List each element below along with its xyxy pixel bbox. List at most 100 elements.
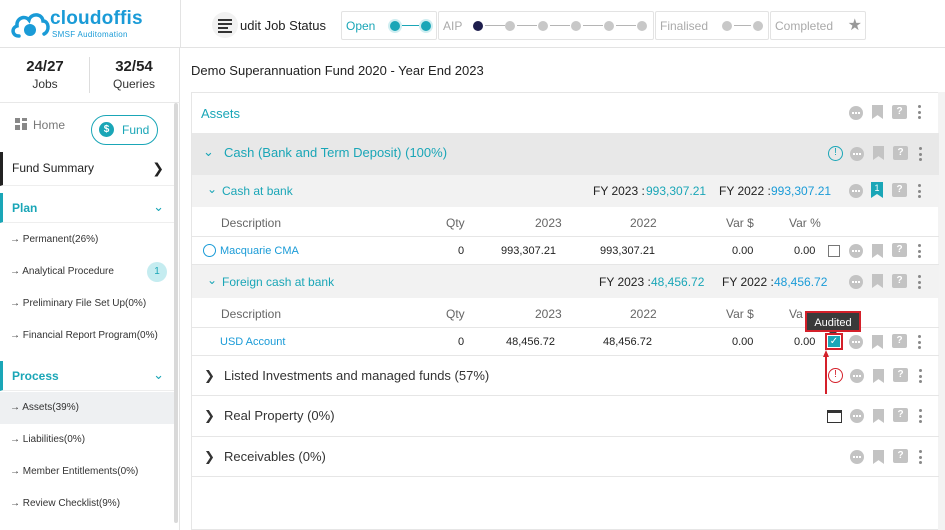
more-options-icon[interactable]: [919, 450, 923, 464]
more-options-icon[interactable]: [918, 244, 922, 258]
nav-item-label: → Liabilities(0%): [10, 434, 86, 445]
group-receivables[interactable]: ❯ Receivables (0%) ?: [192, 437, 939, 477]
section-plan[interactable]: Plan ⌄: [0, 193, 174, 223]
more-options-icon[interactable]: [918, 184, 922, 198]
subgroup-title: Foreign cash at bank: [222, 275, 335, 289]
menu-button[interactable]: [212, 12, 238, 38]
col-var-dollar: Var $: [726, 216, 754, 230]
comment-icon[interactable]: [850, 147, 864, 161]
stage-connector: [583, 25, 603, 26]
nav-item-financial-report[interactable]: → Financial Report Program(0%): [0, 320, 174, 352]
nav-item-assets[interactable]: → Assets(39%): [0, 392, 174, 424]
group-listed-investments[interactable]: ❯ Listed Investments and managed funds (…: [192, 356, 939, 396]
audited-tooltip: Audited: [805, 311, 861, 332]
group-title: Listed Investments and managed funds (57…: [224, 368, 490, 383]
bookmark-icon[interactable]: [873, 146, 884, 160]
more-options-icon[interactable]: [918, 335, 922, 349]
query-icon[interactable]: ?: [892, 183, 907, 197]
table-header: Description Qty 2023 2022 Var $ Va: [192, 298, 939, 328]
fy2022-label: FY 2022 :: [719, 184, 771, 198]
bookmark-icon[interactable]: [872, 244, 883, 258]
subgroup-cash-at-bank[interactable]: ⌄ Cash at bank FY 2023 : 993,307.21 FY 2…: [192, 175, 939, 207]
clock-status-icon[interactable]: !: [828, 146, 843, 161]
audit-checkbox-checked[interactable]: ✓: [825, 333, 843, 350]
comment-icon[interactable]: [849, 275, 863, 289]
nav-item-review-checklist[interactable]: → Review Checklist(9%): [0, 488, 174, 520]
bookmark-icon[interactable]: [872, 274, 883, 288]
assets-panel: Assets ? ⌄ Cash (Bank and Term Deposit) …: [191, 92, 939, 530]
dashboard-icon: [15, 118, 27, 130]
comment-icon[interactable]: [850, 409, 864, 423]
subgroup-title: Cash at bank: [222, 184, 293, 198]
section-process[interactable]: Process ⌄: [0, 361, 174, 391]
comment-icon[interactable]: [850, 450, 864, 464]
tab-fund[interactable]: $ Fund: [91, 115, 158, 145]
bookmark-icon[interactable]: [873, 409, 884, 423]
calendar-table-icon[interactable]: [827, 410, 842, 423]
bookmark-icon[interactable]: [872, 105, 883, 119]
stage-step-dot: [538, 21, 548, 31]
tab-home[interactable]: Home: [15, 118, 65, 132]
stage-step-dot: [421, 21, 431, 31]
stage-step-dot: [390, 21, 400, 31]
nav-item-member-entitlements[interactable]: → Member Entitlements(0%): [0, 456, 174, 488]
group-real-property[interactable]: ❯ Real Property (0%) ?: [192, 396, 939, 437]
col-2022: 2022: [630, 307, 657, 321]
sidebar-scrollbar[interactable]: [174, 103, 178, 523]
nav-item-preliminary-file[interactable]: → Preliminary File Set Up(0%): [0, 288, 174, 320]
nav-item-analytical-procedure[interactable]: → Analytical Procedure 1: [0, 256, 174, 288]
fund-summary-link[interactable]: Fund Summary ❯: [0, 152, 174, 186]
comment-icon[interactable]: [849, 244, 863, 258]
stage-completed[interactable]: Completed ★: [770, 11, 866, 40]
query-icon[interactable]: ?: [892, 334, 907, 348]
section-title: Assets: [201, 106, 241, 121]
row-description-link[interactable]: Macquarie CMA: [220, 245, 299, 257]
jobs-count[interactable]: 24/27 Jobs: [5, 58, 85, 91]
logo[interactable]: cloudoffis SMSF Auditomation: [10, 6, 180, 42]
query-icon[interactable]: ?: [892, 105, 907, 119]
subgroup-foreign-cash[interactable]: ⌄ Foreign cash at bank FY 2023 : 48,456.…: [192, 265, 939, 298]
group-title: Cash (Bank and Term Deposit) (100%): [224, 145, 448, 160]
comment-icon[interactable]: [850, 369, 864, 383]
stage-aip[interactable]: AIP: [438, 11, 654, 40]
query-icon[interactable]: ?: [892, 274, 907, 288]
queries-count[interactable]: 32/54 Queries: [94, 58, 174, 91]
query-icon[interactable]: ?: [893, 408, 908, 422]
panel-scrollbar[interactable]: [938, 92, 945, 530]
more-options-icon[interactable]: [918, 105, 922, 119]
more-options-icon[interactable]: [919, 409, 923, 423]
row-var-dollar: 0.00: [732, 336, 754, 348]
query-icon[interactable]: ?: [893, 368, 908, 382]
info-circle-icon[interactable]: [203, 244, 216, 257]
query-icon[interactable]: ?: [892, 243, 907, 257]
more-options-icon[interactable]: [919, 369, 923, 383]
stage-connector: [485, 25, 505, 26]
query-icon[interactable]: ?: [893, 449, 908, 463]
col-var-dollar: Var $: [726, 307, 754, 321]
row-2023: 48,456.72: [506, 336, 555, 348]
group-cash[interactable]: ⌄ Cash (Bank and Term Deposit) (100%) ! …: [192, 133, 939, 175]
bookmark-count-icon[interactable]: 1: [871, 182, 883, 198]
audit-checkbox[interactable]: [828, 245, 840, 257]
nav-item-permanent[interactable]: → Permanent(26%): [0, 224, 174, 256]
more-options-icon[interactable]: [919, 147, 923, 161]
stage-open[interactable]: Open: [341, 11, 437, 40]
fy2022-label: FY 2022 :: [722, 275, 774, 289]
stage-label: Open: [346, 19, 376, 33]
bookmark-icon[interactable]: [872, 335, 883, 349]
cloud-logo-icon: [11, 13, 50, 38]
nav-item-liabilities[interactable]: → Liabilities(0%): [0, 424, 174, 456]
bookmark-icon[interactable]: [873, 369, 884, 383]
comment-icon[interactable]: [849, 335, 863, 349]
nav-item-label: → Permanent(26%): [10, 234, 99, 245]
stage-finalised[interactable]: Finalised: [655, 11, 769, 40]
comment-icon[interactable]: [849, 106, 863, 120]
top-bar: cloudoffis SMSF Auditomation udit Job St…: [0, 0, 945, 48]
row-description-link[interactable]: USD Account: [220, 336, 286, 348]
comment-icon[interactable]: [849, 184, 863, 198]
query-icon[interactable]: ?: [893, 146, 908, 160]
hamburger-icon[interactable]: [218, 19, 232, 33]
bookmark-icon[interactable]: [873, 450, 884, 464]
warning-status-icon[interactable]: !: [828, 368, 843, 383]
more-options-icon[interactable]: [918, 275, 922, 289]
